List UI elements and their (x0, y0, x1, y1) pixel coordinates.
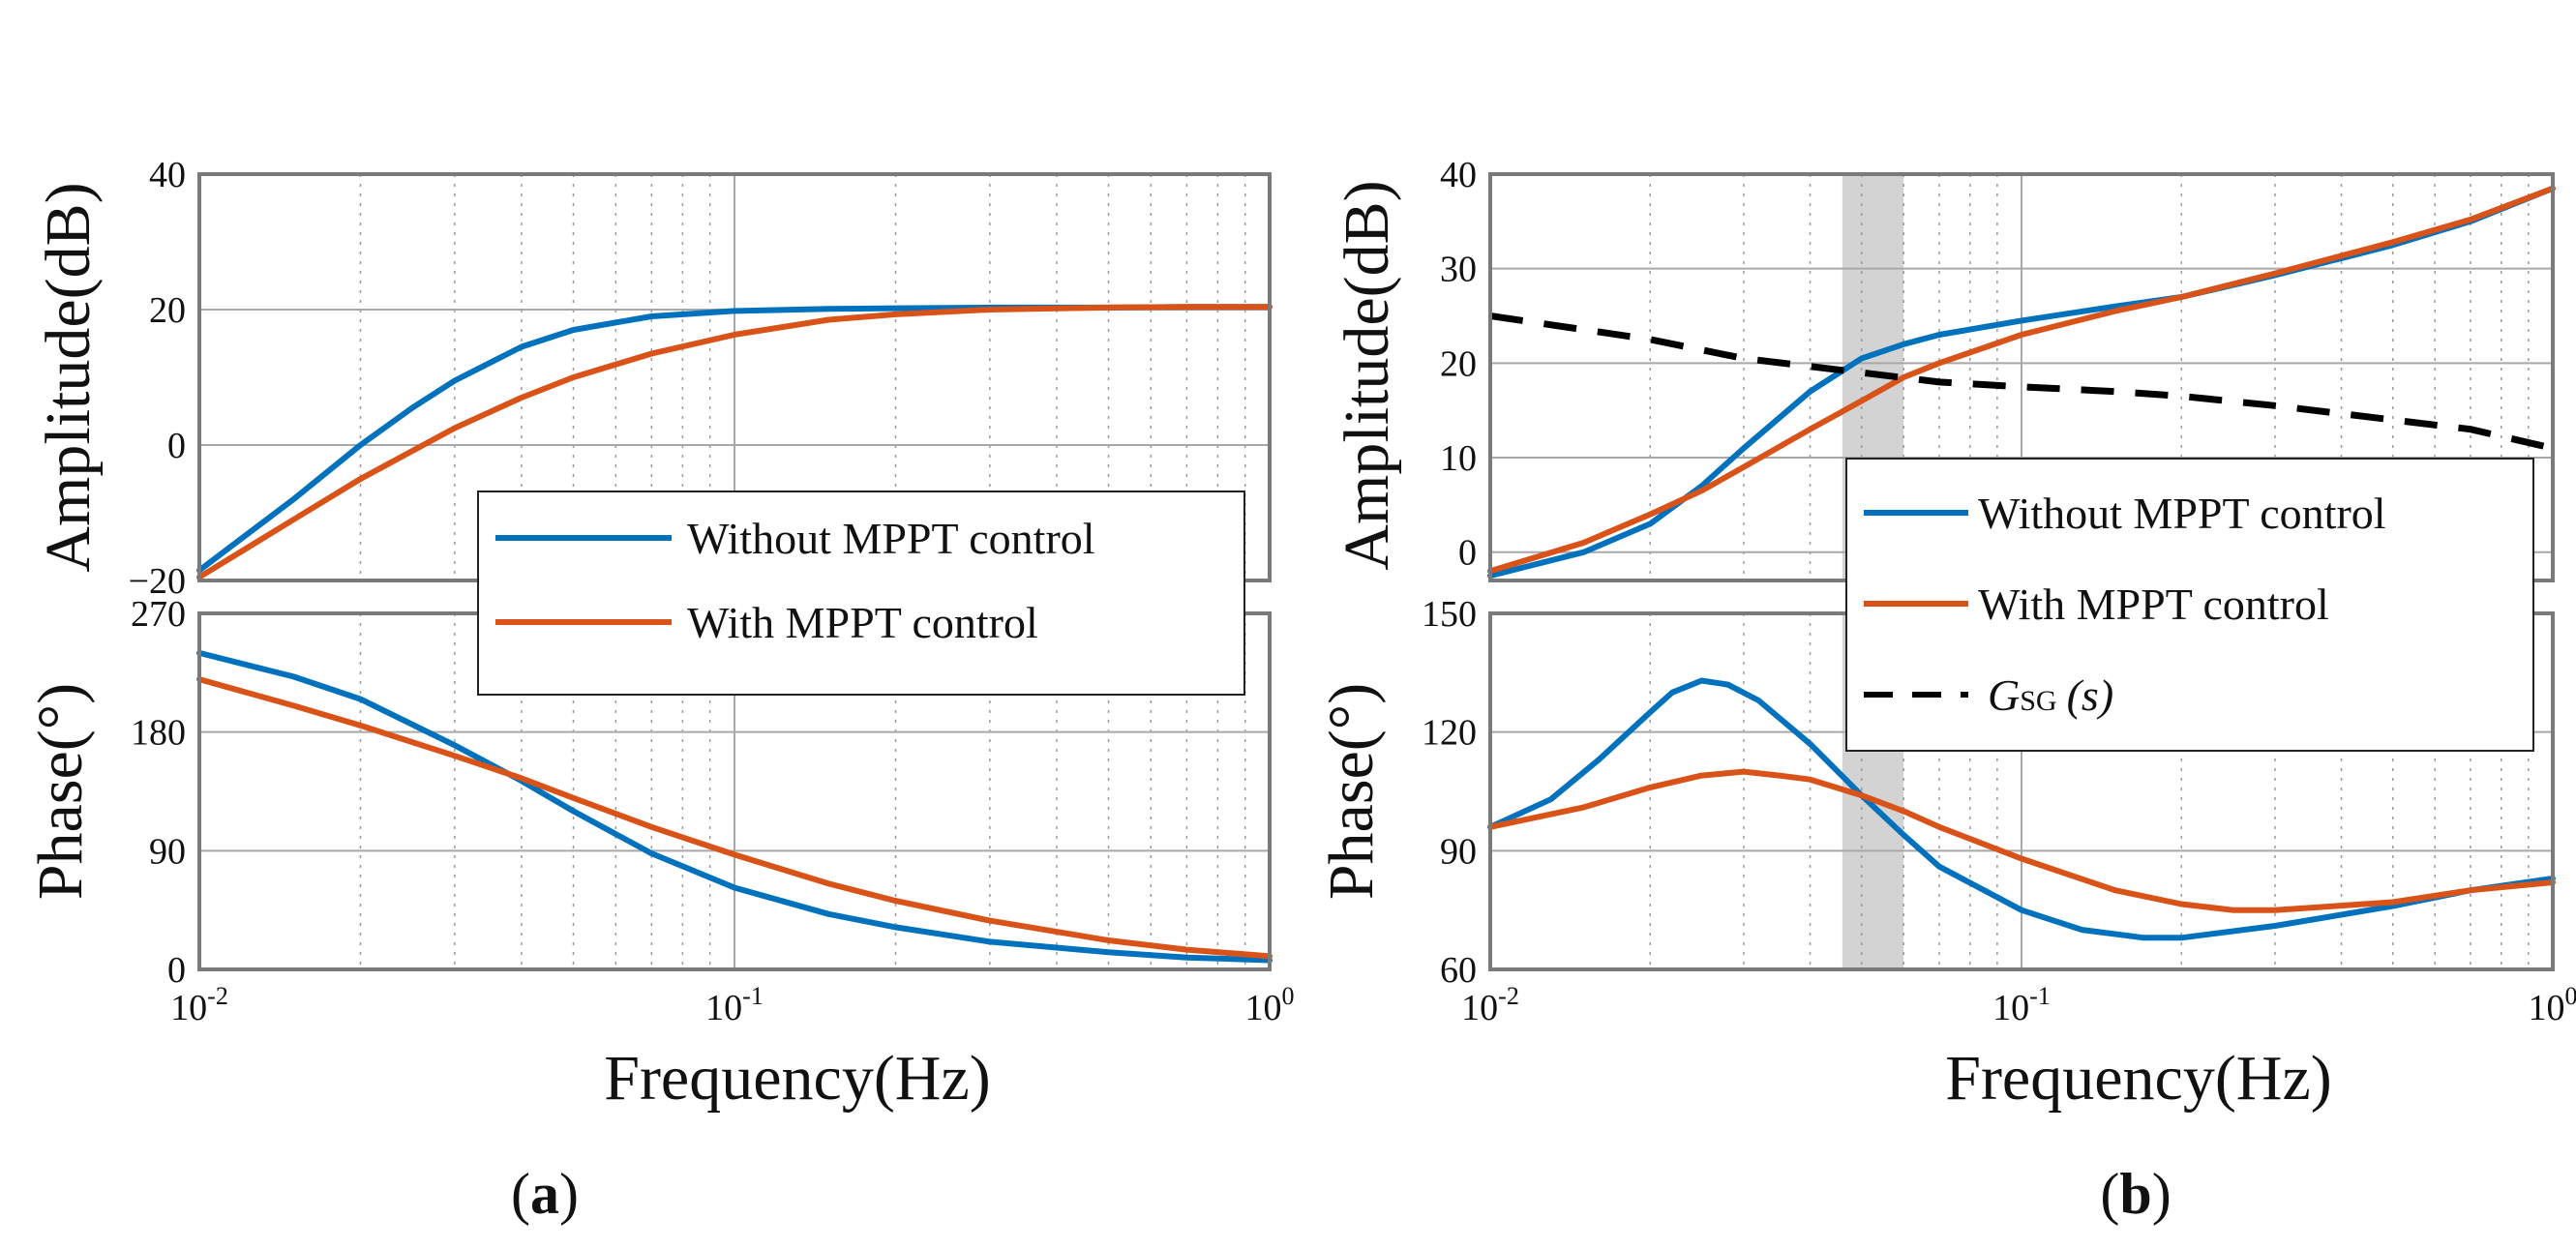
panel-b-label: (b) (2100, 1162, 2171, 1226)
panel-a-phase-ytick-label: 90 (149, 831, 186, 872)
panel-a-xtick-label: 10-1 (705, 982, 764, 1028)
panel-a-phase-series-without (196, 649, 1273, 964)
panel-a-xtick-label: 100 (1245, 982, 1295, 1028)
panel-b-phase-series (1487, 677, 2556, 941)
panel-a-phase-ytick-label: 270 (131, 594, 186, 635)
panel-b-amplitude-ytick-label: 40 (1440, 155, 1477, 195)
panel-b-label-letter: b (2119, 1162, 2151, 1226)
gsg-symbol: G (1988, 670, 2020, 720)
panel-a-amplitude-ylabel: Amplitude(dB) (33, 182, 104, 572)
panel-a-phase-ytick-label: 180 (131, 713, 186, 754)
panel-b-xlabel: Frequency(Hz) (1945, 1043, 2331, 1114)
panel-a-legend: Without MPPT control With MPPT control (477, 491, 1245, 696)
panel-a-label-open: ( (511, 1162, 530, 1226)
panel-b-xtick-label: 100 (2529, 982, 2576, 1028)
panel-b-phase-ytick-label: 60 (1440, 950, 1477, 991)
panel-a-legend-box (477, 491, 1245, 696)
panel-a-phase-ytick-label: 0 (167, 950, 186, 991)
panel-b-amplitude-ytick-label: 0 (1458, 533, 1477, 574)
panel-b-amplitude-series (1487, 185, 2556, 580)
panel-b-amplitude-series-gsg (1489, 312, 2554, 452)
panel-b-amplitude-ytick-label: 10 (1440, 438, 1477, 479)
panel-b-phase-yticks: 60 90 120 150 (1422, 594, 1477, 991)
gsg-subscript: SG (2020, 685, 2056, 717)
panel-b-label-close: ) (2152, 1162, 2172, 1226)
panel-a-amplitude-ytick-label: 20 (149, 290, 186, 331)
panel-a-phase-ylabel: Phase(°) (25, 683, 96, 900)
panel-b-phase-ytick-label: 120 (1422, 713, 1477, 754)
panel-b-phase-ytick-label: 150 (1422, 594, 1477, 635)
panel-b-phase-series-without (1487, 677, 2556, 941)
panel-a-amplitude-ytick-label: 40 (149, 155, 186, 195)
panel-b-legend: Without MPPT control With MPPT control G… (1845, 458, 2534, 752)
panel-a-legend-label-without: Without MPPT control (687, 514, 1095, 563)
panel-b-amplitude-series-with (1487, 185, 2556, 575)
panel-a-amplitude-yticks: −20 0 20 40 (129, 155, 186, 602)
panel-a-xtick-label: 10-2 (170, 982, 228, 1028)
panel-a-amplitude-series (196, 304, 1273, 580)
panel-a-label-close: ) (559, 1162, 579, 1226)
panel-b: 0 10 20 30 40 Amplitude(dB) 60 90 120 150 Phase… (1316, 155, 2576, 1226)
panel-b-xtick-label: 10-2 (1461, 982, 1519, 1028)
panel-b-phase-series-with (1487, 768, 2556, 913)
panel-a-amplitude-ytick-label: −20 (129, 561, 186, 602)
panel-a-amplitude-series-with (196, 304, 1273, 580)
panel-b-xticks: 10-2 10-1 100 (1461, 982, 2576, 1028)
panel-a-xlabel: Frequency(Hz) (604, 1043, 990, 1114)
panel-a-legend-label-with: With MPPT control (687, 598, 1038, 647)
panel-a-phase-series (196, 649, 1273, 964)
panel-b-phase-ylabel: Phase(°) (1316, 683, 1387, 900)
panel-a-xticks: 10-2 10-1 100 (170, 982, 1294, 1028)
panel-b-label-open: ( (2100, 1162, 2119, 1226)
panel-b-legend-label-with: With MPPT control (1978, 580, 2329, 629)
panel-b-legend-label-gsg: GSG (s) (1988, 670, 2113, 720)
panel-a-label-letter: a (530, 1162, 559, 1226)
panel-b-amplitude-ytick-label: 20 (1440, 343, 1477, 384)
panel-b-amplitude-yticks: 0 10 20 30 40 (1440, 155, 1477, 574)
gsg-argument: (s) (2067, 670, 2114, 720)
panel-b-amplitude-ytick-label: 30 (1440, 250, 1477, 290)
panel-a-amplitude-ytick-label: 0 (167, 426, 186, 466)
panel-b-phase-ytick-label: 90 (1440, 831, 1477, 872)
panel-b-xtick-label: 10-1 (1992, 982, 2051, 1028)
panel-a-phase-series-with (196, 676, 1273, 960)
panel-a-label: (a) (511, 1162, 579, 1226)
panel-a: −20 0 20 40 Amplitude(dB) 0 90 180 270 Phase(°… (25, 155, 1295, 1226)
panel-b-legend-label-without: Without MPPT control (1978, 489, 2386, 538)
panel-b-amplitude-ylabel: Amplitude(dB) (1332, 180, 1402, 570)
panel-a-phase-yticks: 0 90 180 270 (131, 594, 186, 991)
